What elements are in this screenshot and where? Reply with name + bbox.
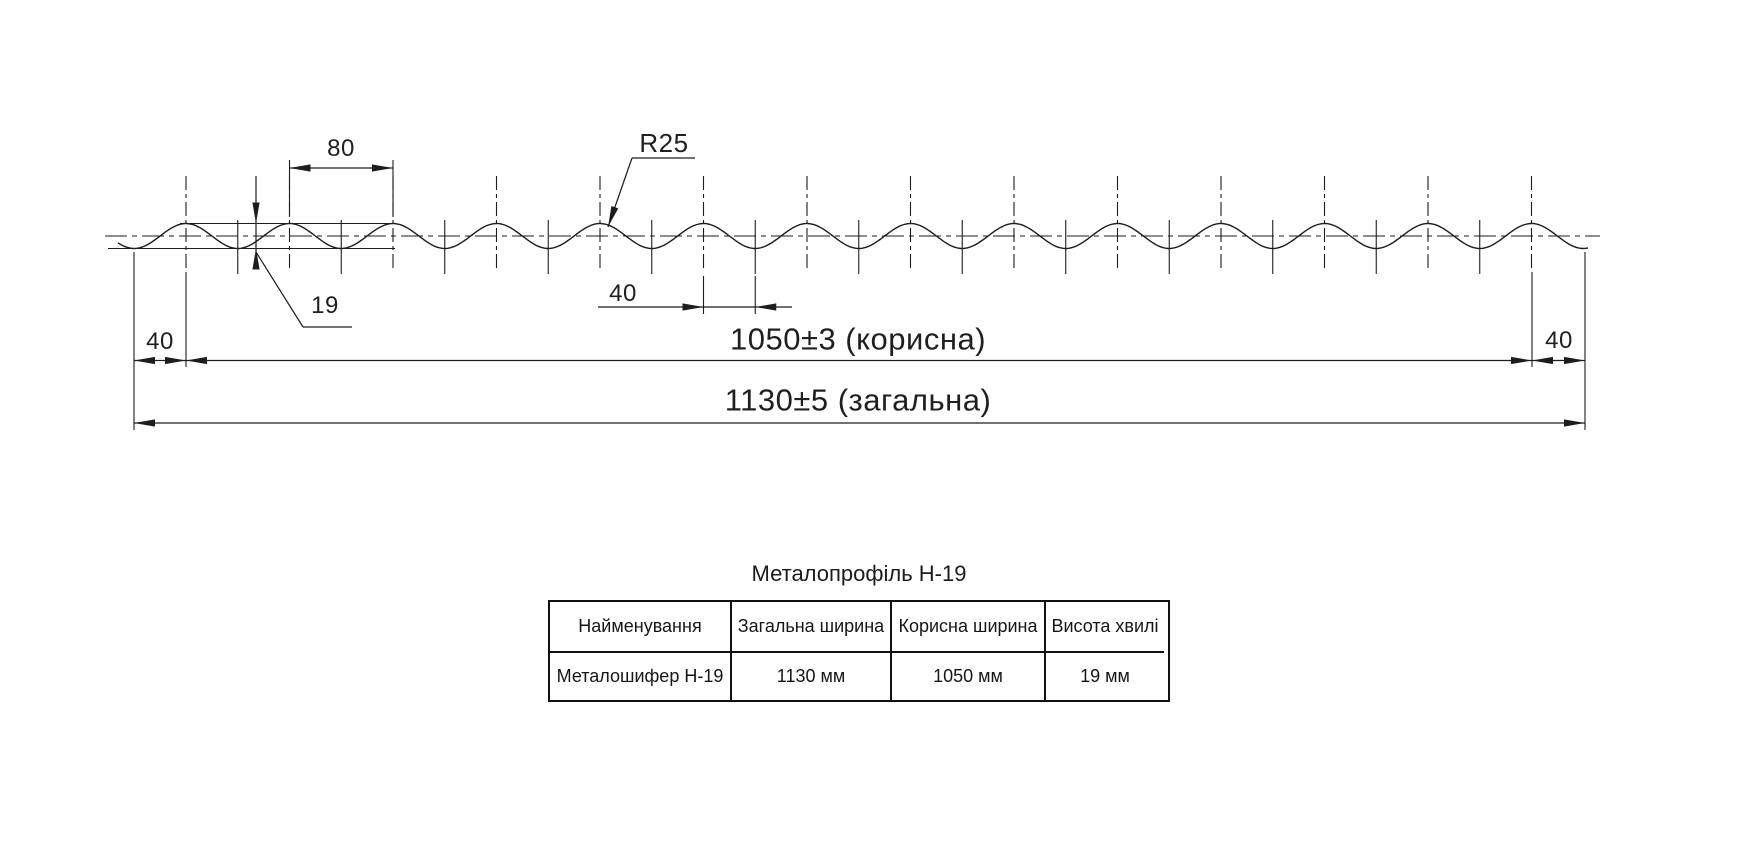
dim-edge-left-label: 40 [146,328,174,355]
dim-edge-right-label: 40 [1545,327,1573,354]
table-header-name: Найменування [550,602,732,653]
dim-overall-width-label: 1130±5 (загальна) [724,382,992,418]
table-header-overall-width: Загальна ширина [732,602,892,653]
dim-half-pitch-label: 40 [609,280,637,307]
dim-wave-pitch-label: 80 [327,135,355,162]
table-header-wave-height: Висота хвилі [1046,602,1164,653]
table-cell-useful-width: 1050 мм [892,653,1046,700]
table-cell-wave-height: 19 мм [1080,666,1130,686]
dim-useful-width-label: 1050±3 (корисна) [729,321,987,357]
table-cell-name: Металошифер Н-19 [550,653,732,700]
table-header-useful-width: Корисна ширина [892,602,1046,653]
dim-wave-height-label: 19 [311,292,339,319]
spec-table: Найменування Загальна ширина Корисна шир… [548,600,1170,702]
table-cell-overall-width: 1130 мм [732,653,892,700]
table-title: Металопрофіль Н-19 [751,561,967,586]
dim-radius-label: R25 [639,128,689,158]
